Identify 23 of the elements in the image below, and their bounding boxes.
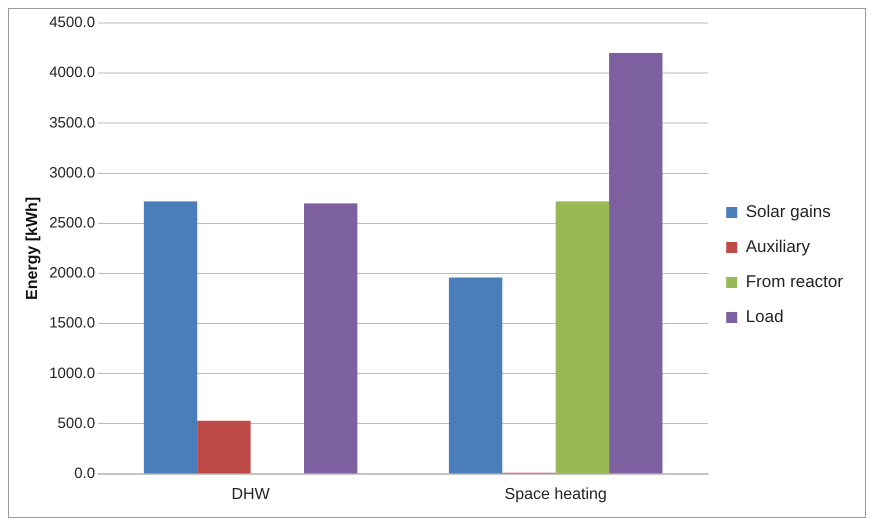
y-tick-label: 0.0 xyxy=(74,464,96,482)
y-tick-label: 4000.0 xyxy=(49,64,96,82)
y-tick-label: 1500.0 xyxy=(49,314,96,332)
legend-label: Load xyxy=(746,307,784,326)
y-tick-label: 3500.0 xyxy=(49,114,96,132)
y-tick-label: 2000.0 xyxy=(49,264,96,282)
y-tick-label: 3000.0 xyxy=(49,164,96,182)
y-tick-label: 4500.0 xyxy=(49,14,96,32)
bar xyxy=(609,53,662,474)
y-tick-label: 1000.0 xyxy=(49,364,96,382)
bar xyxy=(304,203,358,474)
legend-label: From reactor xyxy=(746,272,844,292)
x-tick-label: Space heating xyxy=(504,486,607,503)
legend-label: Solar gains xyxy=(746,202,831,222)
y-axis-title: Energy [kWh] xyxy=(24,196,42,300)
legend-label: Auxiliary xyxy=(746,237,810,256)
y-tick-label: 2500.0 xyxy=(49,214,96,232)
bar xyxy=(556,201,610,474)
bar xyxy=(448,277,502,474)
x-tick-label: DHW xyxy=(232,486,271,503)
y-tick-label: 500.0 xyxy=(58,414,96,432)
bar xyxy=(197,420,251,474)
bar xyxy=(144,201,198,474)
